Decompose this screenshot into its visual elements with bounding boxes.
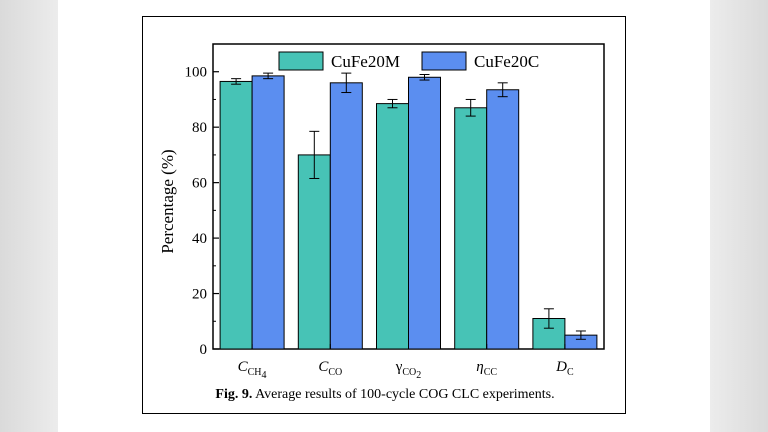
- y-tick-label: 100: [185, 65, 208, 81]
- legend-label-cufe20c: CuFe20C: [474, 52, 539, 71]
- left-margin-panel: [0, 0, 58, 432]
- bar-cufe20m: [454, 107, 488, 350]
- y-tick-label: 80: [192, 120, 207, 136]
- caption-text: Average results of 100-cycle COG CLC exp…: [255, 387, 555, 402]
- plot-area: 0 20 40 60 80 100 Percentage (%) CCH4 CCO γCO2 ηCC…: [158, 43, 605, 381]
- x-category-label: DC: [555, 359, 574, 378]
- figure-frame: 0 20 40 60 80 100 Percentage (%) CCH4 CCO γCO2 ηCC…: [142, 16, 626, 414]
- x-category-label: CCH4: [238, 359, 267, 381]
- caption-label: Fig. 9.: [215, 387, 253, 402]
- legend-label-cufe20m: CuFe20M: [331, 52, 400, 71]
- bar-chart: 0 20 40 60 80 100 Percentage (%) CCH4 CCO γCO2 ηCC…: [158, 43, 605, 381]
- bar-cufe20m: [532, 318, 566, 350]
- bar-cufe20m: [376, 103, 409, 350]
- bar-cufe20m: [297, 154, 331, 350]
- bar-cufe20c: [408, 76, 441, 350]
- legend-swatch-cufe20m: [278, 51, 324, 71]
- bar-cufe20c: [486, 89, 520, 350]
- y-tick-label: 60: [192, 176, 207, 192]
- bar-cufe20c: [251, 75, 285, 350]
- right-margin-panel: [710, 0, 768, 432]
- y-tick-label: 40: [192, 231, 207, 247]
- bar-cufe20c: [329, 82, 363, 350]
- bar-cufe20m: [219, 80, 253, 350]
- y-tick-label: 20: [192, 287, 207, 303]
- y-axis-title: Percentage (%): [158, 149, 177, 253]
- x-category-label: ηCC: [476, 359, 497, 378]
- legend-swatch-cufe20c: [421, 51, 467, 71]
- y-tick-label: 0: [200, 342, 208, 358]
- x-category-label: γCO2: [395, 359, 422, 381]
- x-category-label: CCO: [318, 359, 342, 378]
- figure-caption: Fig. 9. Average results of 100-cycle COG…: [143, 387, 627, 403]
